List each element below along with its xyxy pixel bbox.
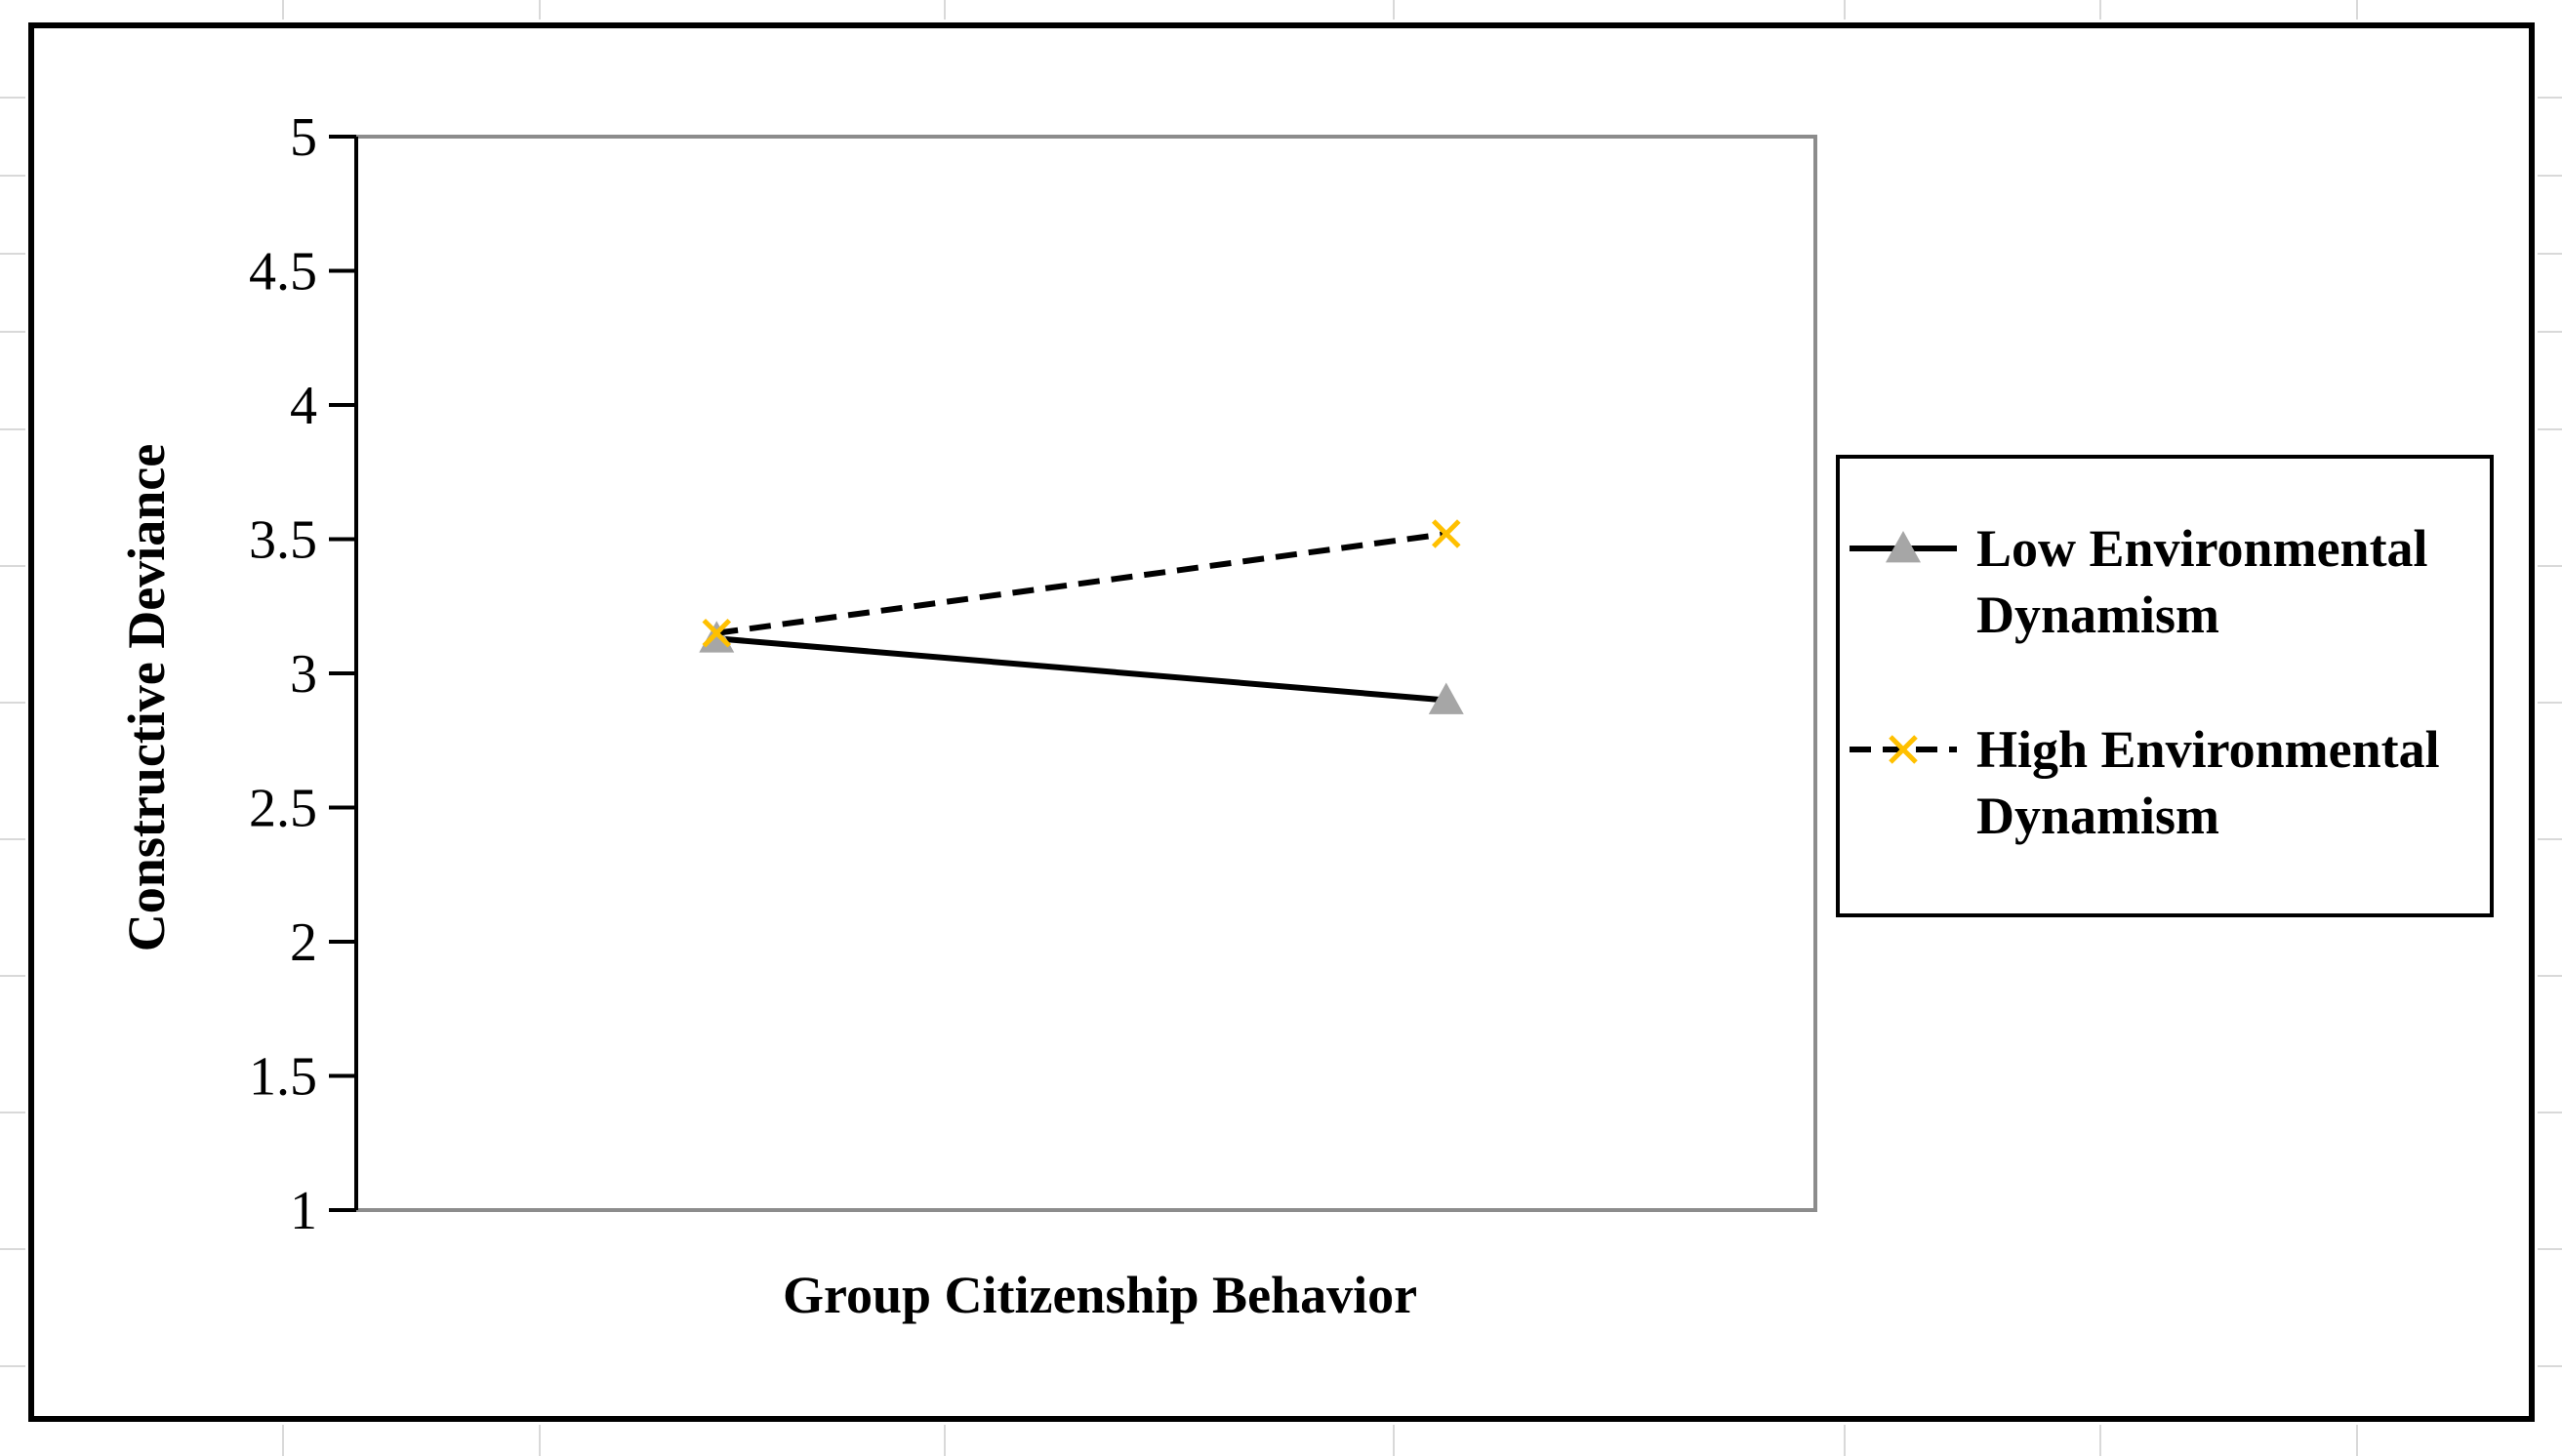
x-axis-title: Group Citizenship Behavior xyxy=(783,1266,1417,1324)
series-high xyxy=(702,519,1461,648)
legend-marker xyxy=(1886,531,1921,563)
y-tick-label: 1 xyxy=(290,1181,317,1241)
y-tick-label: 3.5 xyxy=(249,510,317,571)
series-layer xyxy=(699,519,1464,714)
y-axis: 1 1.5 2 2.5 3 3.5 4 4.5 5 xyxy=(249,107,358,1241)
y-tick-label: 4.5 xyxy=(249,242,317,303)
legend-item-high: High Environmental Dynamism xyxy=(1850,720,2440,845)
y-tick-label: 2.5 xyxy=(249,779,317,839)
x-marker-stroke xyxy=(1889,735,1918,764)
y-axis-title: Constructive Deviance xyxy=(117,444,176,951)
y-tick-label: 4 xyxy=(290,376,317,436)
y-tick-label: 3 xyxy=(290,644,317,705)
data-point xyxy=(702,618,732,648)
legend-label: Dynamism xyxy=(1976,787,2219,845)
legend-box xyxy=(1836,455,2494,917)
y-tick-label: 5 xyxy=(290,107,317,168)
data-point xyxy=(1428,682,1464,714)
y-tick-label: 1.5 xyxy=(249,1047,317,1108)
series-line xyxy=(716,635,1447,704)
y-tick-label: 2 xyxy=(290,912,317,973)
data-point xyxy=(1431,519,1461,548)
legend-label: High Environmental xyxy=(1976,720,2440,779)
legend-marker xyxy=(1889,735,1918,764)
legend-label: Dynamism xyxy=(1976,586,2219,644)
plot-area xyxy=(354,135,1817,1212)
x-marker-stroke xyxy=(702,618,732,648)
x-marker-stroke xyxy=(1431,519,1461,548)
series-line xyxy=(715,531,1447,636)
legend-item-low: Low Environmental Dynamism xyxy=(1850,519,2428,644)
legend-label: Low Environmental xyxy=(1976,519,2428,578)
